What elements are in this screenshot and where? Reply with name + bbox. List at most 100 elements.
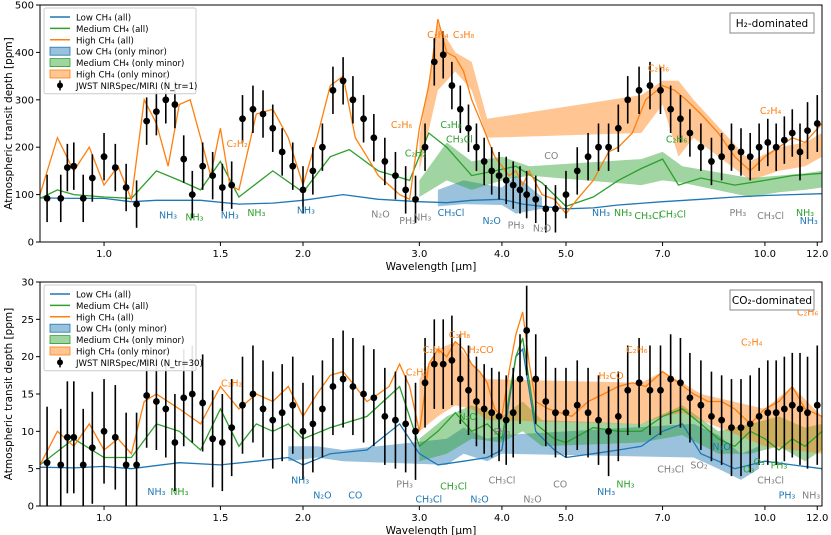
y-tick-label: 0	[28, 238, 34, 249]
data-point	[772, 143, 780, 151]
y-tick-label: 20	[21, 352, 34, 363]
species-label: NH₃	[800, 216, 818, 227]
data-point	[360, 390, 367, 398]
data-point	[448, 357, 456, 364]
data-point	[218, 184, 226, 191]
data-point	[188, 390, 196, 398]
data-point	[63, 164, 71, 171]
data-point	[162, 405, 170, 413]
data-point	[796, 148, 804, 156]
species-label: NH₃	[592, 208, 610, 219]
data-point	[88, 174, 96, 182]
species-label: C₃H₈	[449, 330, 471, 341]
x-tick-label: 2.0	[295, 249, 311, 260]
data-point	[697, 143, 705, 151]
data-point	[495, 172, 503, 180]
data-point	[480, 405, 488, 413]
data-point	[516, 375, 524, 383]
data-point	[329, 86, 337, 94]
data-point	[772, 409, 780, 417]
species-label: PH₃	[779, 491, 796, 502]
species-label: CH₃Cl	[440, 482, 467, 493]
data-point	[421, 143, 429, 151]
data-point	[456, 375, 464, 383]
species-label: PH₃	[771, 461, 788, 472]
species-label: N₂O	[483, 216, 501, 227]
chart-panel-2: C₂H₂ C₂H₄ C₃H₈ H₂CO C₂H₂ C₂H₆ H₂CO C₂H₄ C₂H₆ N₂O P…	[3, 278, 828, 535]
data-point	[708, 413, 715, 420]
series-line-2	[40, 337, 822, 466]
species-label: O₃	[753, 457, 764, 468]
data-point	[430, 360, 438, 368]
species-label: O₃	[743, 464, 754, 475]
series-line-3	[40, 311, 822, 466]
data-point	[804, 409, 811, 417]
data-point	[728, 424, 735, 431]
data-point	[562, 409, 570, 417]
data-point	[143, 392, 151, 399]
data-point	[249, 105, 257, 113]
data-point	[199, 162, 207, 170]
data-point	[360, 115, 367, 123]
data-point	[804, 127, 811, 135]
legend-patch-swatch	[49, 346, 71, 356]
x-tick-label: 3.0	[411, 249, 427, 260]
data-point	[111, 433, 119, 441]
series-line-1	[40, 347, 822, 470]
data-point	[697, 401, 705, 409]
species-label: PH₃	[399, 216, 416, 227]
data-point	[728, 143, 735, 151]
data-point	[456, 105, 464, 113]
data-point	[57, 461, 65, 469]
data-point	[502, 176, 510, 184]
data-point	[70, 162, 78, 170]
data-point	[299, 427, 307, 435]
data-point	[780, 136, 788, 144]
y-tick-label: 500	[15, 1, 34, 12]
data-point	[289, 401, 297, 409]
legend-label: Medium CH₄ (all)	[76, 302, 148, 312]
data-point	[718, 153, 726, 161]
data-point	[228, 181, 236, 189]
data-point	[180, 155, 188, 163]
data-point	[381, 158, 389, 165]
data-point	[614, 413, 622, 420]
species-label: N₂O	[458, 412, 476, 423]
y-tick-label: 30	[21, 278, 34, 289]
legend-patch-swatch	[49, 323, 71, 333]
panel-label: H₂-dominated	[736, 18, 808, 30]
x-axis-label: Wavelength [μm]	[386, 525, 477, 535]
legend-marker-swatch	[57, 82, 63, 89]
data-point	[523, 327, 531, 334]
data-point	[755, 413, 763, 420]
species-label: H₂CO	[469, 345, 494, 356]
legend-label: High CH₄ (all)	[76, 313, 134, 323]
data-point	[57, 194, 65, 202]
species-label: CH₃Cl	[415, 494, 442, 505]
plot-content: C₂H₂ C₂H₄ C₃H₈ C₂H₆ C₂H₄ C₂H₆ C₂H₂ C₃H₈ CH₃Cl C₂H…	[40, 19, 822, 235]
data-point	[788, 129, 796, 137]
x-tick-label: 3.0	[411, 513, 427, 524]
data-point	[278, 148, 286, 156]
species-label: CH₃Cl	[757, 211, 784, 222]
data-point	[755, 143, 763, 151]
data-point	[392, 416, 399, 424]
data-point	[402, 420, 410, 428]
y-tick-label: 200	[15, 143, 34, 154]
species-label: N₂O	[313, 491, 331, 502]
data-point	[605, 427, 612, 435]
data-point	[764, 139, 772, 146]
data-point	[509, 181, 517, 189]
x-tick-label: 10.0	[754, 249, 776, 260]
species-label: CH₃Cl	[657, 464, 684, 475]
data-point	[309, 420, 317, 428]
data-point	[686, 129, 694, 137]
x-tick-label: 4.0	[494, 513, 510, 524]
data-point	[532, 195, 540, 203]
species-label: NH₃	[616, 479, 634, 490]
data-point	[614, 124, 622, 132]
x-tick-label: 12.0	[806, 249, 828, 260]
data-point	[635, 86, 643, 94]
legend-label: Low CH₄ (all)	[76, 14, 131, 24]
